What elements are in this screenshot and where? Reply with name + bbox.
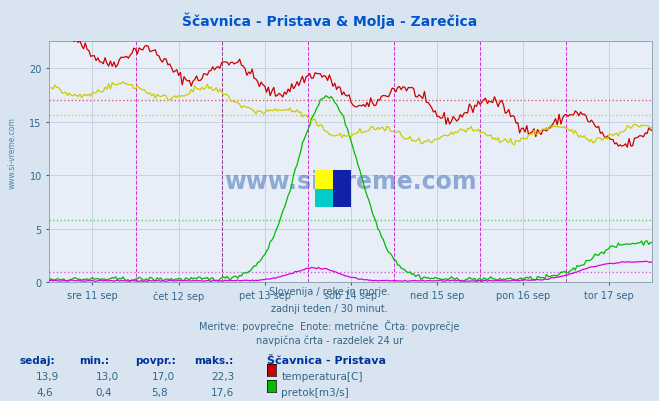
Text: navpična črta - razdelek 24 ur: navpična črta - razdelek 24 ur [256,335,403,345]
Text: 22,3: 22,3 [211,371,234,381]
Text: sedaj:: sedaj: [20,355,55,365]
Text: 0,4: 0,4 [96,387,112,397]
Text: 17,0: 17,0 [152,371,175,381]
Text: povpr.:: povpr.: [135,355,176,365]
Text: www.si-vreme.com: www.si-vreme.com [8,117,17,188]
Bar [315,170,333,208]
Text: Meritve: povprečne  Enote: metrične  Črta: povprečje: Meritve: povprečne Enote: metrične Črta:… [199,319,460,331]
Text: www.si-vreme.com: www.si-vreme.com [225,170,477,194]
Bar [315,189,333,208]
Text: 13,0: 13,0 [96,371,119,381]
Text: Ščavnica - Pristava & Molja - Zarečica: Ščavnica - Pristava & Molja - Zarečica [182,12,477,28]
Text: 4,6: 4,6 [36,387,53,397]
Text: maks.:: maks.: [194,355,234,365]
Text: zadnji teden / 30 minut.: zadnji teden / 30 minut. [271,303,388,313]
Text: 17,6: 17,6 [211,387,234,397]
Text: 13,9: 13,9 [36,371,59,381]
Text: 5,8: 5,8 [152,387,168,397]
Text: Slovenija / reke in morje.: Slovenija / reke in morje. [269,287,390,297]
Text: Ščavnica - Pristava: Ščavnica - Pristava [267,355,386,365]
Text: min.:: min.: [79,355,109,365]
Text: pretok[m3/s]: pretok[m3/s] [281,387,349,397]
Bar [333,170,351,208]
Text: temperatura[C]: temperatura[C] [281,371,363,381]
